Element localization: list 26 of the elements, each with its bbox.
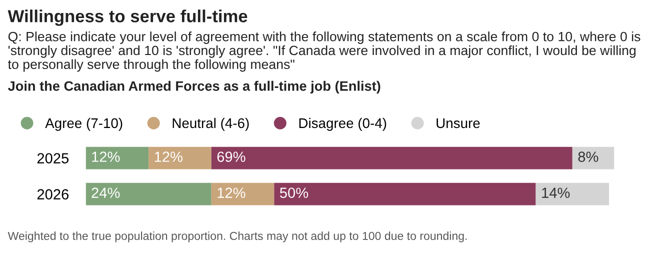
data-label: 8%: [578, 152, 598, 162]
bar: [211, 182, 274, 206]
chart-title: Willingness to serve full-time: [8, 10, 248, 26]
bar: [86, 146, 149, 170]
data-label: 50%: [280, 188, 308, 198]
data-label: 14%: [542, 188, 570, 198]
bar: [86, 182, 212, 206]
text: Join the Canadian Armed Forces as a full-time job (Enlist): [8, 80, 380, 94]
bar: [572, 146, 614, 170]
legend-label: Agree (7-10): [45, 118, 122, 131]
text: Weighted to the true population proportion. Charts may not add up to 100 due to rounding.: [8, 232, 467, 242]
data-label: 69%: [217, 152, 246, 162]
bar: [148, 146, 212, 170]
data-label: 12%: [154, 152, 182, 162]
legend-label: Unsure: [436, 118, 480, 128]
bar: [211, 146, 572, 170]
data-label: 24%: [92, 188, 120, 198]
bar: [536, 182, 610, 206]
legend-label: Disagree (0-4): [299, 118, 386, 131]
y-tick-label: 2025: [37, 153, 69, 164]
data-label: 12%: [218, 188, 246, 198]
bar: [274, 182, 536, 206]
y-tick-label: 2026: [37, 189, 68, 200]
chart-subtitle: Q: Please indicate your level of agreement with the following statements on a scale from 0 to 10, where 0 is 'strongly disagree' and 10 is 'strongly agree'. "If Canada were involved in a major conflict, I would be willing to personally serve through the following means": [8, 32, 640, 72]
data-label: 12%: [92, 152, 120, 162]
legend-label: Neutral (4-6): [172, 118, 249, 131]
